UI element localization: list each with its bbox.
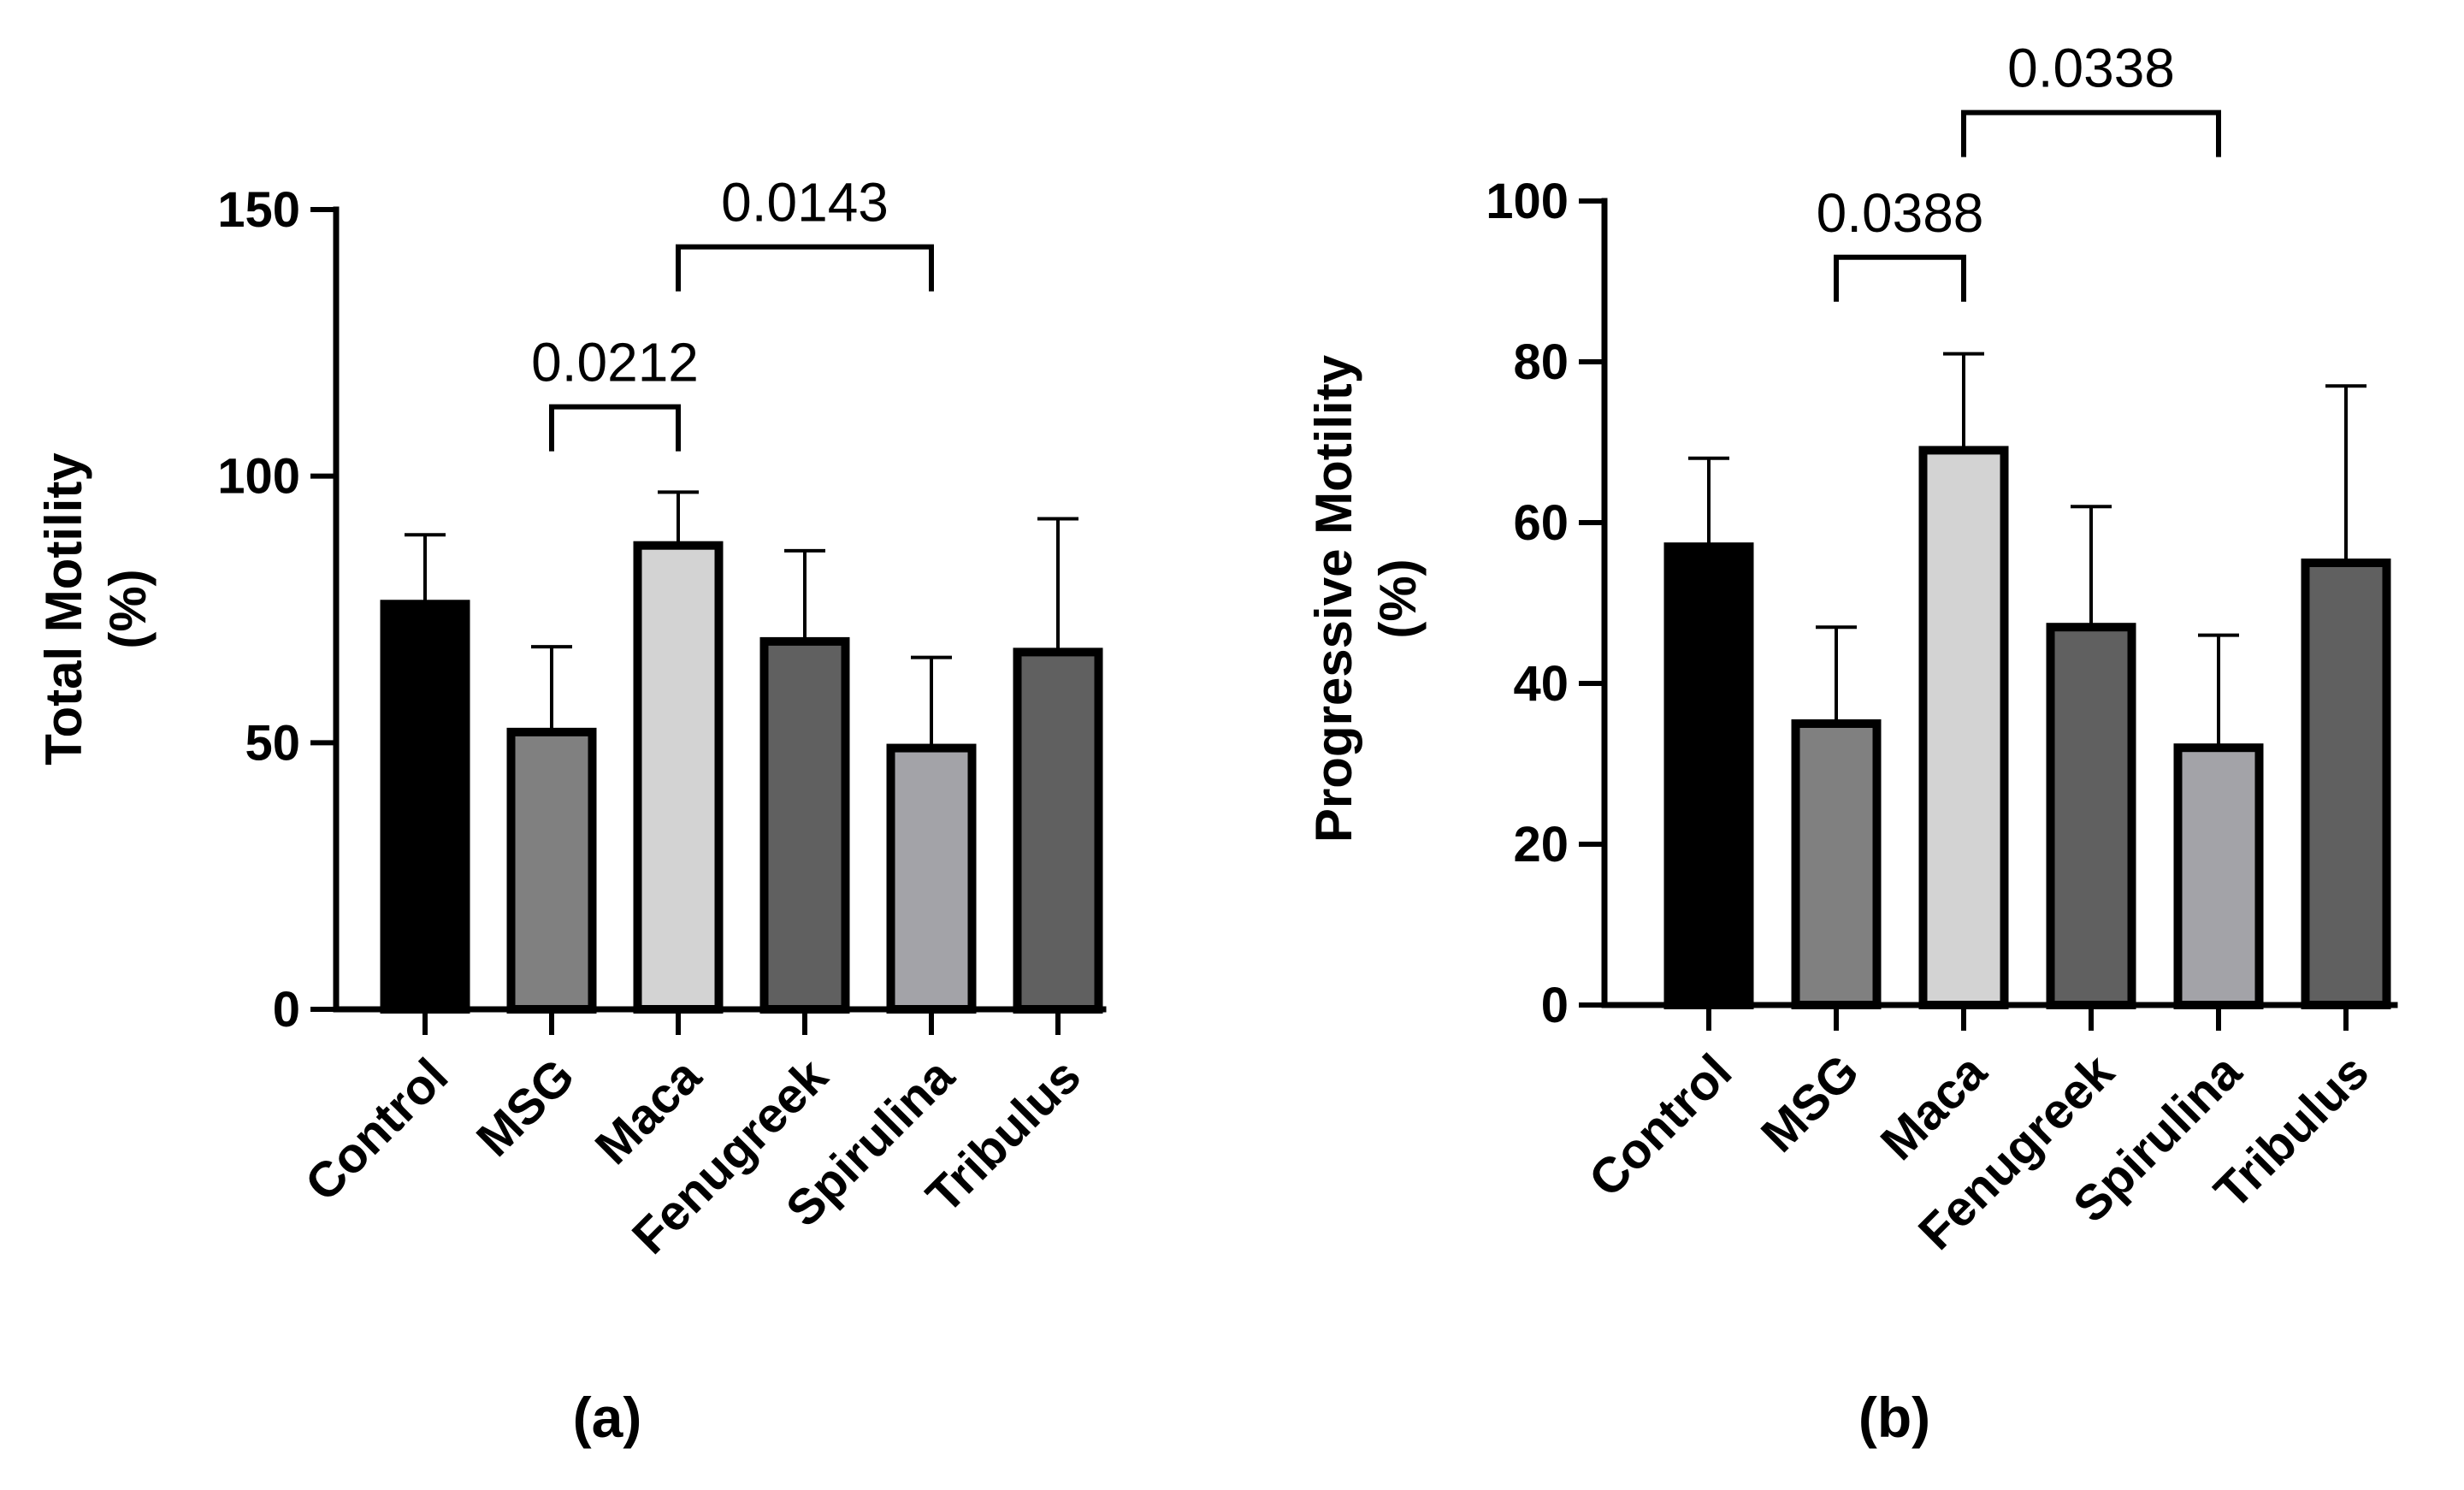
bar-control <box>1663 542 1754 1009</box>
y-axis-unit: (%) <box>99 569 157 648</box>
y-tick-label: 20 <box>1513 817 1569 872</box>
y-tick-label: 100 <box>1486 174 1569 229</box>
bar-tribulus <box>2301 559 2391 1009</box>
bar-spirulina <box>2173 743 2264 1009</box>
x-category-label: Control <box>1578 1044 1742 1208</box>
y-tick-label: 100 <box>217 449 300 505</box>
p-value-label: 0.0338 <box>2007 38 2175 99</box>
bar-spirulina <box>886 743 977 1014</box>
y-axis-unit: (%) <box>1369 559 1427 638</box>
y-tick-label: 150 <box>217 182 300 238</box>
bar-msg <box>1791 719 1882 1009</box>
panel-label: (a) <box>573 1386 642 1449</box>
y-tick-label: 0 <box>1541 978 1569 1033</box>
y-tick-label: 0 <box>273 982 300 1038</box>
x-category-label: Control <box>294 1048 458 1212</box>
x-category-label: MSG <box>1751 1044 1870 1162</box>
panel-label: (b) <box>1858 1386 1930 1449</box>
y-tick-label: 40 <box>1513 656 1569 712</box>
significance-bracket <box>549 404 681 452</box>
bar-maca <box>1918 446 2009 1009</box>
significance-bracket <box>1961 109 2221 157</box>
p-value-label: 0.0212 <box>531 332 699 393</box>
x-category-label: MSG <box>466 1048 585 1167</box>
bar-fenugreek <box>2046 623 2136 1009</box>
bar-tribulus <box>1013 647 1103 1014</box>
y-tick-label: 50 <box>245 715 300 771</box>
bar-control <box>380 600 470 1014</box>
p-value-label: 0.0388 <box>1817 182 1984 244</box>
bar-msg <box>506 727 597 1014</box>
y-axis-title: Progressive Motility <box>1305 354 1362 843</box>
p-value-label: 0.0143 <box>721 172 889 234</box>
significance-bracket <box>676 244 934 292</box>
bar-fenugreek <box>759 636 850 1014</box>
significance-bracket <box>1834 254 1966 302</box>
bar-maca <box>633 541 724 1014</box>
y-tick-label: 60 <box>1513 495 1569 551</box>
y-axis-title: Total Motility <box>35 452 92 766</box>
y-tick-label: 80 <box>1513 334 1569 390</box>
